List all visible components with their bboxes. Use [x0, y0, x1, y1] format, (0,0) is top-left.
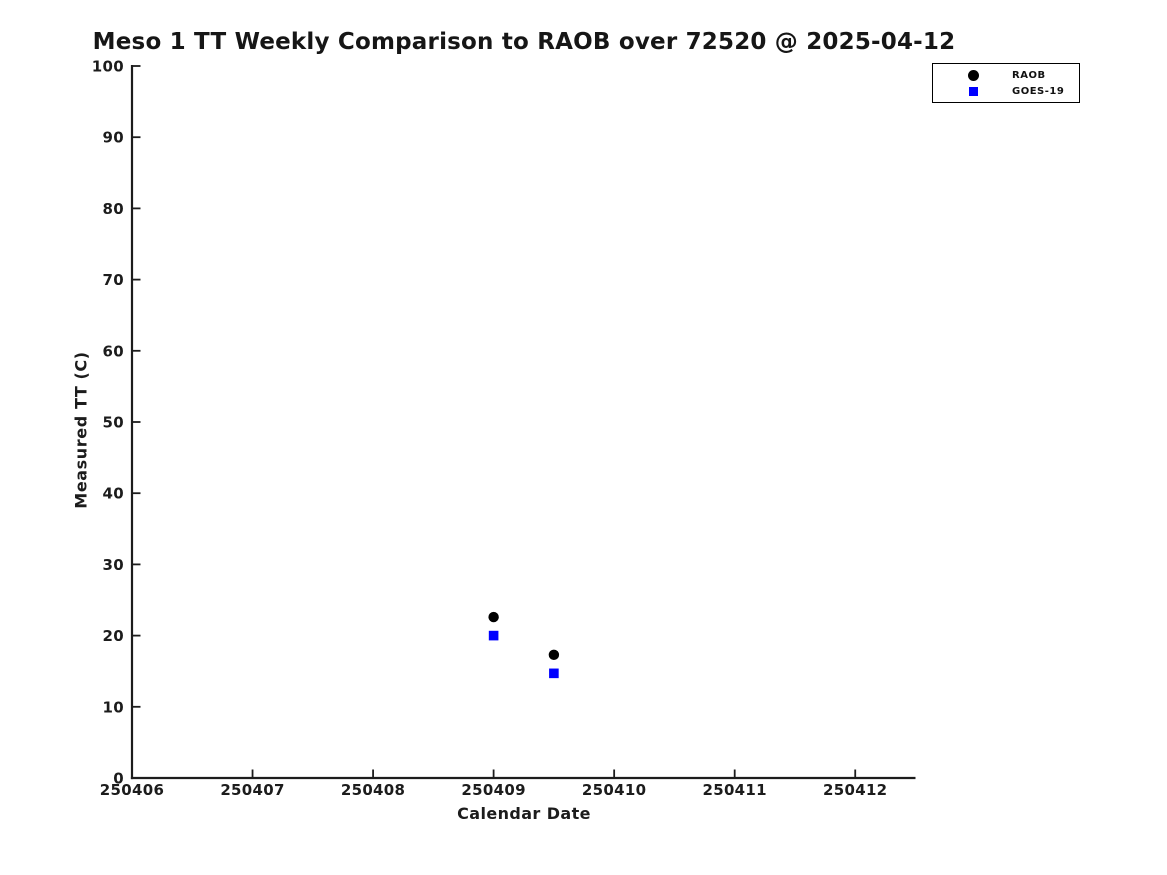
y-tick-label: 0: [113, 770, 124, 788]
x-tick-label: 250410: [582, 781, 646, 799]
legend: RAOB GOES-19: [932, 63, 1080, 103]
x-tick-label: 250412: [823, 781, 887, 799]
legend-label-goes19: GOES-19: [1012, 85, 1065, 97]
y-tick-label: 40: [103, 485, 124, 503]
y-tick-label: 20: [103, 627, 124, 645]
data-point-raob: [548, 649, 560, 661]
goes19-square-icon: [968, 86, 978, 96]
x-tick-label: 250409: [461, 781, 525, 799]
y-tick-label: 90: [103, 129, 124, 147]
x-tick-label: 250406: [100, 781, 164, 799]
y-tick-label: 80: [103, 200, 124, 218]
data-point-goes19: [549, 668, 559, 679]
y-tick-label: 70: [103, 271, 124, 289]
chart-title: Meso 1 TT Weekly Comparison to RAOB over…: [92, 29, 956, 55]
legend-item-goes19: GOES-19: [933, 83, 1079, 99]
legend-label-raob: RAOB: [1012, 69, 1046, 81]
legend-item-raob: RAOB: [933, 67, 1079, 83]
x-tick-label: 250407: [220, 781, 284, 799]
x-tick-label: 250408: [341, 781, 405, 799]
y-tick-label: 10: [103, 698, 124, 716]
raob-circle-icon: [967, 69, 979, 81]
x-tick-label: 250411: [702, 781, 766, 799]
y-tick-label: 60: [103, 342, 124, 360]
data-point-goes19: [488, 630, 499, 641]
legend-marker-cell: [966, 69, 980, 81]
y-tick-label: 50: [103, 414, 124, 432]
y-tick-label: 100: [92, 58, 124, 76]
legend-marker-cell: [966, 86, 980, 96]
data-point-raob: [488, 611, 499, 623]
y-tick-label: 30: [103, 556, 124, 574]
x-axis-label: Calendar Date: [457, 804, 591, 823]
